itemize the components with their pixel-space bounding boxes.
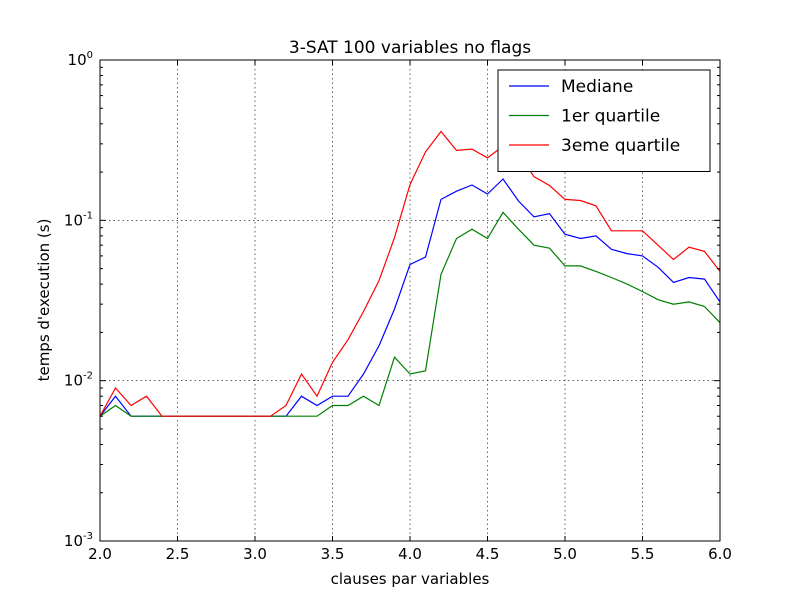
x-tick-label: 3.0 — [243, 545, 267, 563]
series-lines — [99, 130, 721, 417]
x-tick-label: 5.5 — [631, 545, 655, 563]
legend-label: Mediane — [561, 77, 633, 97]
x-tick-label: 5.0 — [553, 545, 577, 563]
y-tick-label: 100 — [68, 50, 93, 69]
legend-label: 1er quartile — [561, 107, 660, 127]
series-line-3eme-quartile — [99, 130, 721, 417]
x-tick-label: 3.5 — [321, 545, 345, 563]
legend-label: 3eme quartile — [561, 136, 680, 156]
y-tick-label: 10-3 — [64, 531, 93, 550]
y-tick-label: 10-1 — [64, 210, 93, 229]
x-tick-label: 4.0 — [398, 545, 422, 563]
ticks: 2.0 2.5 3.0 3.5 4.0 4.5 5.0 5.5 6.0 10-3 10-2 10-1 1… — [64, 50, 732, 563]
series-line-1er-quartile — [99, 211, 721, 417]
y-tick-label: 10-2 — [64, 371, 93, 390]
x-tick-label: 6.0 — [708, 545, 732, 563]
y-axis-label: temps d'execution (s) — [35, 219, 53, 382]
chart-title: 3-SAT 100 variables no flags — [289, 38, 531, 58]
x-axis-label: clauses par variables — [331, 570, 490, 588]
x-tick-label: 2.0 — [88, 545, 112, 563]
x-tick-label: 2.5 — [166, 545, 190, 563]
x-tick-label: 4.5 — [476, 545, 500, 563]
legend-box — [497, 69, 711, 172]
legend: Mediane 1er quartile 3eme quartile — [497, 69, 711, 172]
